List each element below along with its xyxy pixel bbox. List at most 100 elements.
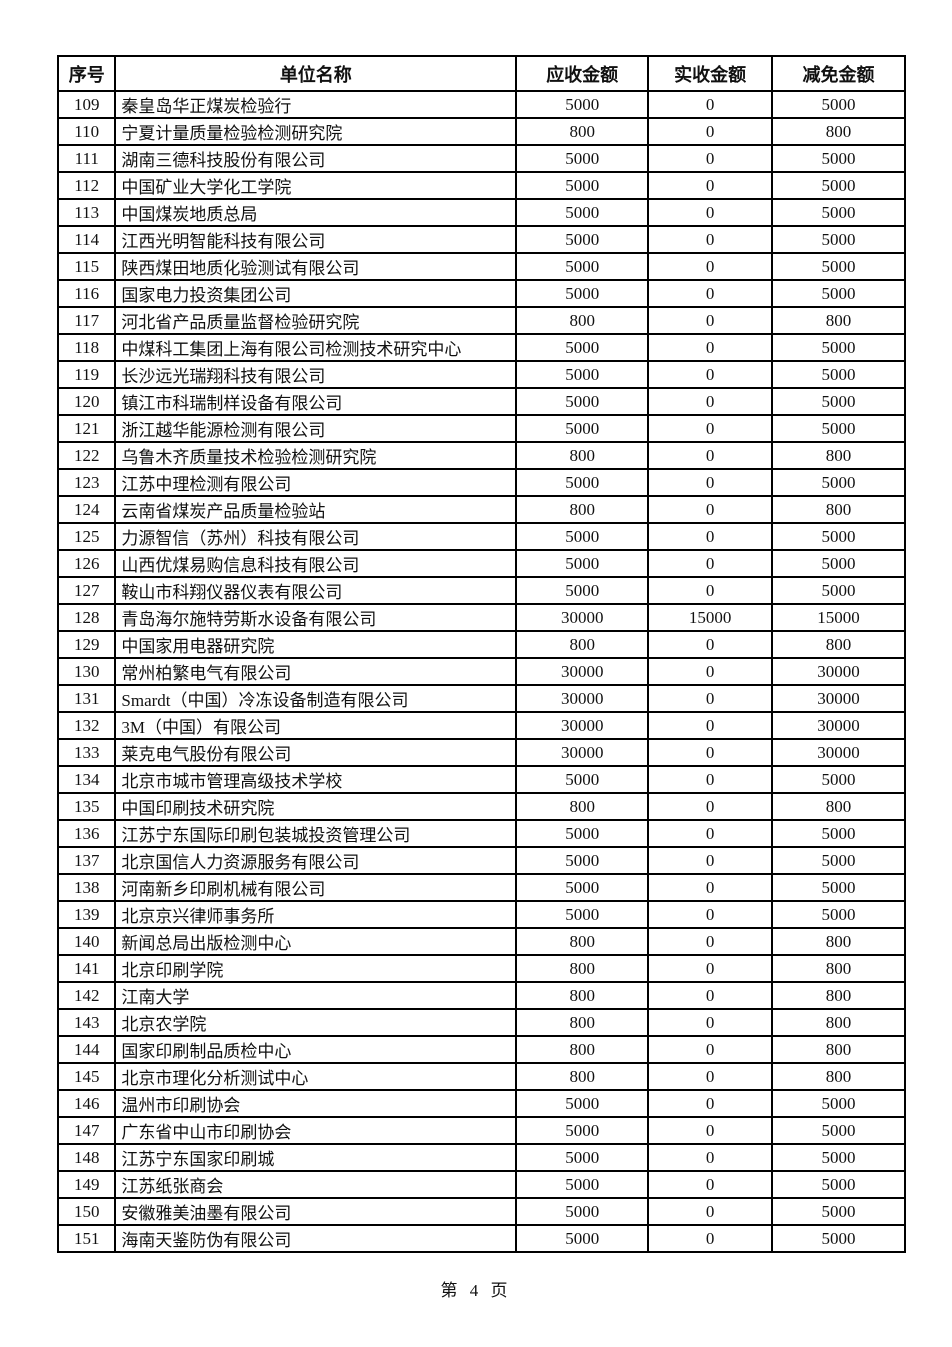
table-row: 146 温州市印刷协会 5000 0 5000 (56, 1089, 906, 1118)
unit-name-cell: 江苏纸张商会 (114, 1170, 518, 1199)
column-header-index: 序号 (56, 55, 117, 92)
row-index-cell: 144 (56, 1035, 117, 1064)
row-index-cell: 133 (56, 738, 117, 767)
row-index-cell: 130 (56, 657, 117, 686)
amount-received-cell: 0 (647, 360, 774, 389)
amount-received-cell: 0 (647, 1170, 774, 1199)
table-row: 136 江苏宁东国际印刷包装城投资管理公司 5000 0 5000 (56, 819, 906, 848)
table-row: 141 北京印刷学院 800 0 800 (56, 954, 906, 983)
unit-name-cell: 江苏宁东国家印刷城 (114, 1143, 518, 1172)
amount-due-cell: 30000 (515, 684, 650, 713)
amount-waived-cell: 5000 (771, 144, 906, 173)
unit-name-cell: 江南大学 (114, 981, 518, 1010)
unit-name-cell: 鞍山市科翔仪器仪表有限公司 (114, 576, 518, 605)
unit-name-cell: 中国煤炭地质总局 (114, 198, 518, 227)
row-index-cell: 135 (56, 792, 117, 821)
unit-name-cell: 北京印刷学院 (114, 954, 518, 983)
row-index-cell: 124 (56, 495, 117, 524)
table-row: 114 江西光明智能科技有限公司 5000 0 5000 (56, 225, 906, 254)
amount-received-cell: 0 (647, 414, 774, 443)
table-row: 116 国家电力投资集团公司 5000 0 5000 (56, 279, 906, 308)
unit-name-cell: 浙江越华能源检测有限公司 (114, 414, 518, 443)
row-index-cell: 150 (56, 1197, 117, 1226)
unit-name-cell: 北京国信人力资源服务有限公司 (114, 846, 518, 875)
amount-waived-cell: 5000 (771, 819, 906, 848)
unit-name-cell: 中国矿业大学化工学院 (114, 171, 518, 200)
amount-due-cell: 5000 (515, 90, 650, 119)
table-row: 132 3M（中国）有限公司 30000 0 30000 (56, 711, 906, 740)
table-row: 127 鞍山市科翔仪器仪表有限公司 5000 0 5000 (56, 576, 906, 605)
amount-waived-cell: 5000 (771, 576, 906, 605)
amount-received-cell: 0 (647, 711, 774, 740)
amount-waived-cell: 5000 (771, 90, 906, 119)
amount-waived-cell: 800 (771, 927, 906, 956)
amount-waived-cell: 30000 (771, 684, 906, 713)
amount-received-cell: 0 (647, 1035, 774, 1064)
row-index-cell: 142 (56, 981, 117, 1010)
row-index-cell: 132 (56, 711, 117, 740)
row-index-cell: 129 (56, 630, 117, 659)
amount-waived-cell: 800 (771, 630, 906, 659)
amount-waived-cell: 800 (771, 954, 906, 983)
unit-name-cell: 新闻总局出版检测中心 (114, 927, 518, 956)
amount-due-cell: 800 (515, 954, 650, 983)
unit-name-cell: 北京市理化分析测试中心 (114, 1062, 518, 1091)
amount-waived-cell: 800 (771, 441, 906, 470)
table-row: 147 广东省中山市印刷协会 5000 0 5000 (56, 1116, 906, 1145)
unit-name-cell: 北京京兴律师事务所 (114, 900, 518, 929)
amount-due-cell: 5000 (515, 1116, 650, 1145)
unit-name-cell: 宁夏计量质量检验检测研究院 (114, 117, 518, 146)
unit-name-cell: 国家电力投资集团公司 (114, 279, 518, 308)
amount-due-cell: 5000 (515, 1170, 650, 1199)
amount-due-cell: 5000 (515, 900, 650, 929)
row-index-cell: 138 (56, 873, 117, 902)
row-index-cell: 139 (56, 900, 117, 929)
amount-due-cell: 5000 (515, 765, 650, 794)
unit-name-cell: 力源智信（苏州）科技有限公司 (114, 522, 518, 551)
amount-waived-cell: 800 (771, 117, 906, 146)
unit-name-cell: 云南省煤炭产品质量检验站 (114, 495, 518, 524)
amount-waived-cell: 30000 (771, 738, 906, 767)
amount-due-cell: 5000 (515, 144, 650, 173)
unit-name-cell: 镇江市科瑞制样设备有限公司 (114, 387, 518, 416)
table-row: 119 长沙远光瑞翔科技有限公司 5000 0 5000 (56, 360, 906, 389)
table-row: 111 湖南三德科技股份有限公司 5000 0 5000 (56, 144, 906, 173)
amount-received-cell: 0 (647, 441, 774, 470)
amount-received-cell: 0 (647, 1008, 774, 1037)
row-index-cell: 141 (56, 954, 117, 983)
table-row: 125 力源智信（苏州）科技有限公司 5000 0 5000 (56, 522, 906, 551)
table-row: 137 北京国信人力资源服务有限公司 5000 0 5000 (56, 846, 906, 875)
unit-name-cell: 莱克电气股份有限公司 (114, 738, 518, 767)
amount-received-cell: 0 (647, 1116, 774, 1145)
table-row: 138 河南新乡印刷机械有限公司 5000 0 5000 (56, 873, 906, 902)
amount-due-cell: 800 (515, 1008, 650, 1037)
row-index-cell: 136 (56, 819, 117, 848)
table-row: 129 中国家用电器研究院 800 0 800 (56, 630, 906, 659)
amount-due-cell: 5000 (515, 549, 650, 578)
unit-name-cell: 江苏宁东国际印刷包装城投资管理公司 (114, 819, 518, 848)
amount-received-cell: 0 (647, 333, 774, 362)
amount-due-cell: 30000 (515, 711, 650, 740)
amount-due-cell: 30000 (515, 657, 650, 686)
amount-received-cell: 0 (647, 468, 774, 497)
page-number: 第 4 页 (440, 1281, 512, 1300)
amount-received-cell: 0 (647, 117, 774, 146)
amount-due-cell: 5000 (515, 198, 650, 227)
amount-waived-cell: 5000 (771, 252, 906, 281)
amount-received-cell: 0 (647, 495, 774, 524)
table-header-row: 序号 单位名称 应收金额 实收金额 减免金额 (56, 55, 906, 92)
table-row: 118 中煤科工集团上海有限公司检测技术研究中心 5000 0 5000 (56, 333, 906, 362)
table-row: 149 江苏纸张商会 5000 0 5000 (56, 1170, 906, 1199)
table-row: 120 镇江市科瑞制样设备有限公司 5000 0 5000 (56, 387, 906, 416)
amount-received-cell: 0 (647, 90, 774, 119)
table-row: 145 北京市理化分析测试中心 800 0 800 (56, 1062, 906, 1091)
amount-received-cell: 0 (647, 171, 774, 200)
amount-due-cell: 5000 (515, 1143, 650, 1172)
unit-name-cell: Smardt（中国）冷冻设备制造有限公司 (114, 684, 518, 713)
amount-due-cell: 5000 (515, 333, 650, 362)
amount-due-cell: 5000 (515, 1197, 650, 1226)
amount-waived-cell: 5000 (771, 225, 906, 254)
table-row: 150 安徽雅美油墨有限公司 5000 0 5000 (56, 1197, 906, 1226)
amount-due-cell: 800 (515, 1062, 650, 1091)
row-index-cell: 140 (56, 927, 117, 956)
